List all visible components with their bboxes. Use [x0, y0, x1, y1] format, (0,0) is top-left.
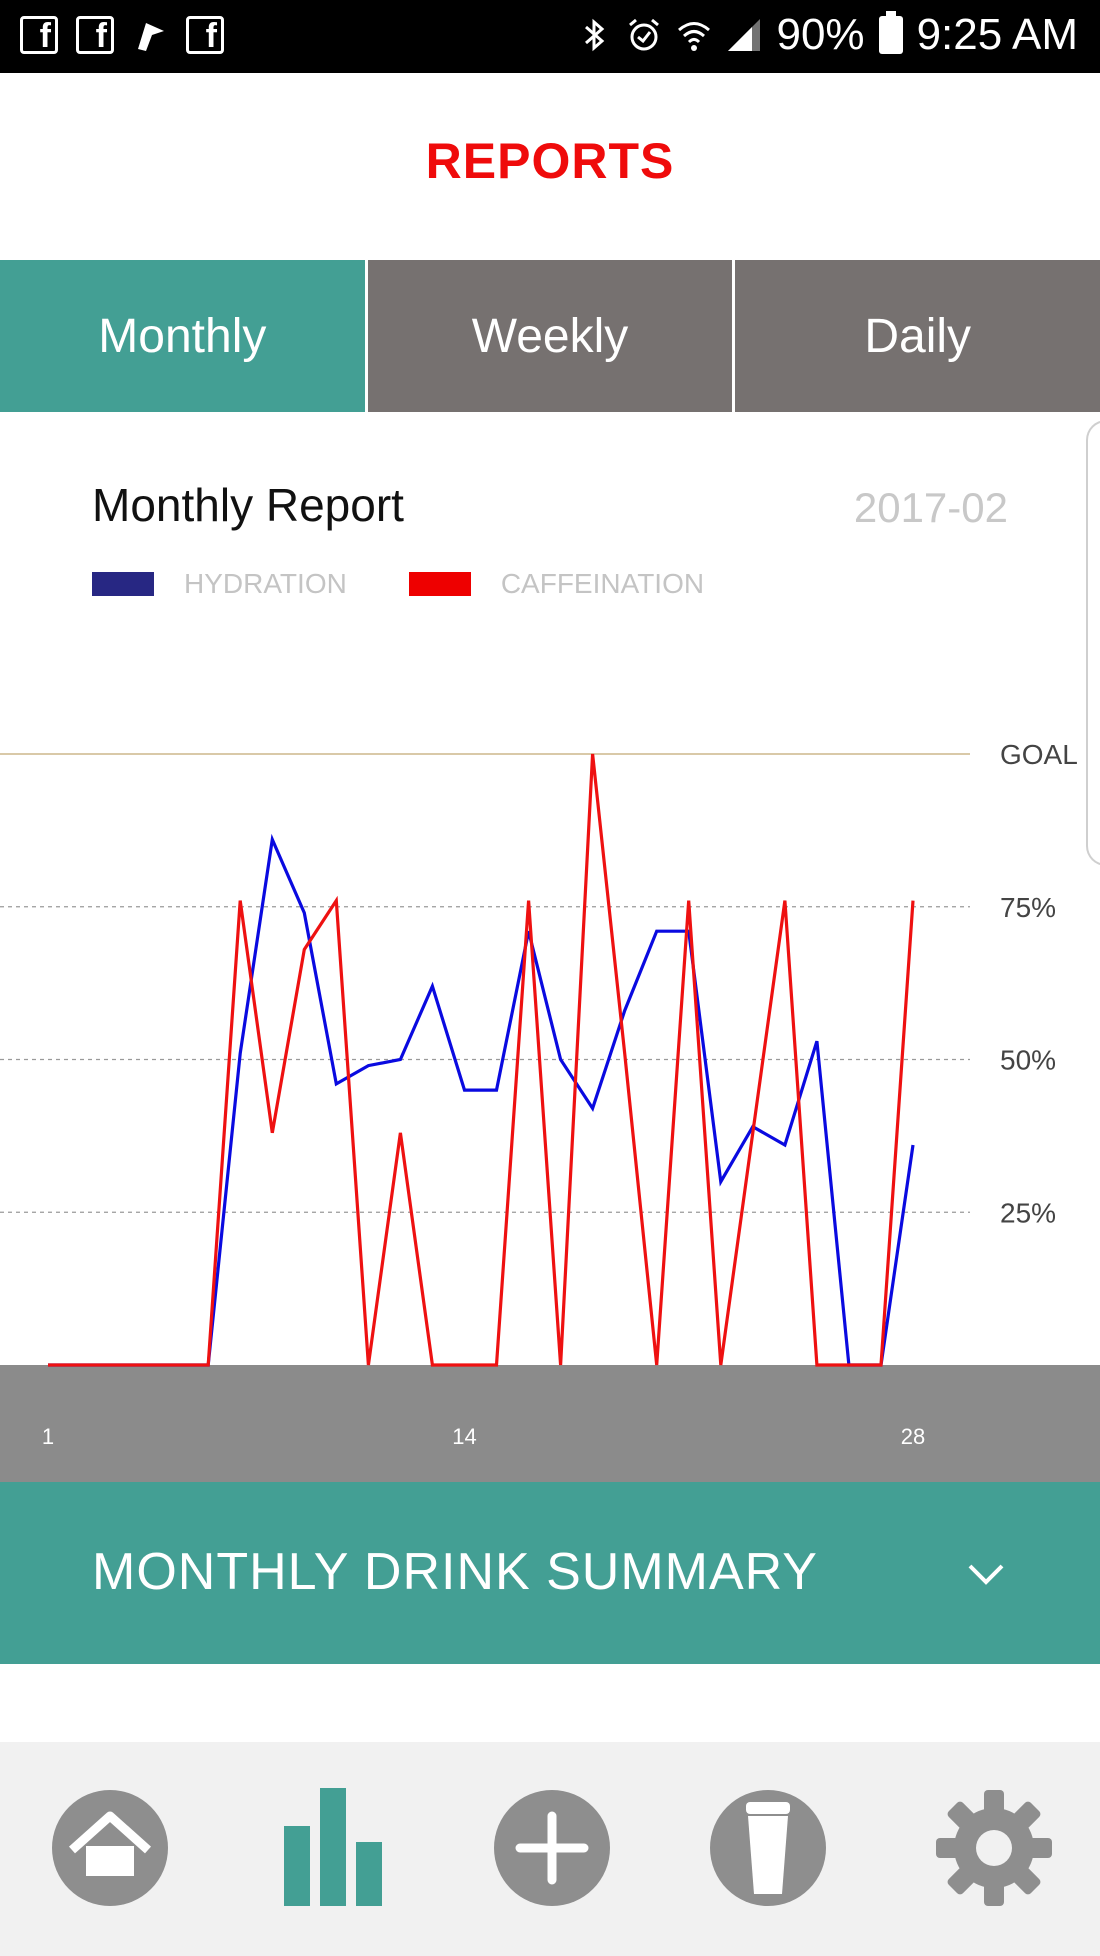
notification-icons: f f f [20, 16, 224, 56]
status-bar: f f f 90% 9:25 AM [0, 0, 1100, 73]
tab-monthly[interactable]: Monthly [0, 260, 365, 412]
battery-percent: 90% [776, 10, 865, 59]
wifi-icon [678, 22, 711, 51]
y-tick-label: 25% [1000, 1197, 1056, 1228]
page-title: REPORTS [425, 133, 675, 189]
alarm-icon [629, 18, 660, 51]
legend-swatch-hydration [92, 572, 154, 596]
y-tick-label: GOAL [1000, 739, 1078, 770]
report-date: 2017-02 [853, 484, 1008, 531]
legend-label-caffeination: CAFFEINATION [500, 568, 705, 599]
x-tick-label: 28 [901, 1424, 925, 1449]
legend-label-hydration: HYDRATION [184, 568, 347, 599]
y-tick-label: 50% [1000, 1045, 1056, 1076]
bluetooth-icon [585, 18, 605, 52]
home-icon[interactable] [50, 1788, 170, 1908]
plus-icon[interactable] [492, 1788, 612, 1908]
monthly-line-chart: 25% 50% 75% GOAL 1 14 28 [0, 739, 1100, 1482]
tab-weekly[interactable]: Weekly [364, 260, 733, 412]
flag-icon [138, 23, 164, 51]
bar-chart-icon[interactable] [274, 1788, 394, 1908]
tab-daily[interactable]: Daily [732, 260, 1100, 412]
summary-label: MONTHLY DRINK SUMMARY [92, 1543, 818, 1601]
facebook-icon: f [186, 16, 224, 54]
facebook-icon: f [20, 16, 58, 54]
series-line-caffeination [48, 753, 915, 1367]
cup-icon[interactable] [708, 1788, 828, 1908]
clock: 9:25 AM [916, 10, 1078, 59]
chart-legend: HYDRATION CAFFEINATION [92, 568, 766, 600]
y-tick-label: 75% [1000, 892, 1056, 923]
legend-swatch-caffeination [408, 572, 471, 596]
battery-icon [878, 11, 903, 54]
gear-icon[interactable] [934, 1788, 1054, 1908]
x-tick-label: 14 [452, 1424, 476, 1449]
x-tick-label: 1 [42, 1424, 54, 1449]
signal-icon [728, 19, 761, 51]
system-icons: 90% 9:25 AM [576, 10, 1078, 60]
bottom-nav [0, 1742, 1100, 1956]
monthly-drink-summary[interactable]: MONTHLY DRINK SUMMARY [0, 1482, 1100, 1664]
facebook-icon: f [76, 16, 114, 54]
report-tabs: Monthly Weekly Daily [0, 260, 1100, 412]
report-title: Monthly Report [92, 479, 404, 531]
chevron-down-icon[interactable] [964, 1552, 1008, 1596]
x-axis-band [0, 1365, 1100, 1482]
